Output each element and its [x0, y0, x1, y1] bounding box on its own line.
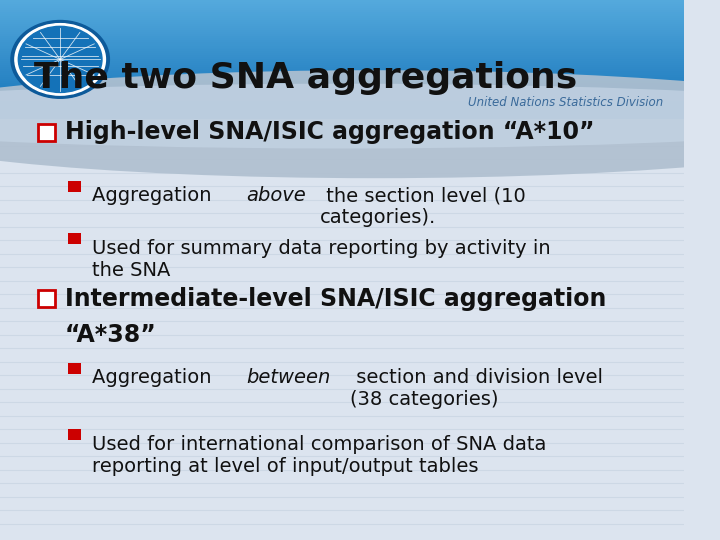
Ellipse shape: [0, 84, 720, 148]
Circle shape: [18, 26, 102, 92]
Bar: [68, 181, 81, 192]
Bar: [68, 429, 81, 440]
Bar: [0, 0, 683, 2]
Bar: [0, 79, 683, 81]
Bar: [0, 97, 683, 99]
Bar: [0, 59, 683, 62]
Ellipse shape: [0, 70, 720, 178]
Bar: [0, 68, 683, 69]
Text: High-level SNA/ISIC aggregation “A*10”: High-level SNA/ISIC aggregation “A*10”: [65, 120, 595, 144]
Bar: [0, 83, 683, 85]
Bar: [0, 53, 683, 56]
Circle shape: [15, 24, 105, 95]
Bar: [0, 16, 683, 18]
Bar: [0, 103, 683, 105]
Bar: [0, 111, 683, 113]
Bar: [0, 39, 683, 42]
Bar: [0, 115, 683, 117]
Bar: [0, 77, 683, 79]
Text: The two SNA aggregations: The two SNA aggregations: [34, 62, 577, 95]
Bar: [0, 44, 683, 45]
Text: Used for summary data reporting by activity in
the SNA: Used for summary data reporting by activ…: [92, 239, 551, 280]
Text: section and division level
(38 categories): section and division level (38 categorie…: [350, 368, 603, 409]
Text: Aggregation: Aggregation: [92, 368, 218, 387]
Bar: [0, 18, 683, 20]
Bar: [0, 109, 683, 111]
Bar: [0, 24, 683, 26]
Bar: [0, 8, 683, 10]
Text: “A*38”: “A*38”: [65, 323, 157, 347]
Bar: [0, 91, 683, 93]
Bar: [0, 51, 683, 53]
Bar: [0, 57, 683, 59]
Bar: [0, 4, 683, 6]
Bar: [0, 95, 683, 97]
Bar: [0, 10, 683, 12]
Bar: [0, 6, 683, 8]
Bar: [0, 20, 683, 22]
Bar: [0, 50, 683, 51]
Bar: [0, 45, 683, 48]
Bar: [0, 28, 683, 30]
Bar: [0, 32, 683, 33]
Bar: [68, 363, 81, 374]
Bar: [0, 81, 683, 83]
Bar: [0, 85, 683, 87]
Bar: [0, 105, 683, 107]
Bar: [0, 2, 683, 4]
Bar: [0, 42, 683, 44]
Bar: [0, 33, 683, 36]
Text: the section level (10
categories).: the section level (10 categories).: [320, 186, 526, 227]
Bar: [0, 73, 683, 75]
Bar: [0, 101, 683, 103]
Bar: [0, 69, 683, 71]
Text: Used for international comparison of SNA data
reporting at level of input/output: Used for international comparison of SNA…: [92, 435, 546, 476]
Bar: [0, 99, 683, 101]
Bar: [0, 87, 683, 89]
Bar: [0, 71, 683, 73]
Text: United Nations Statistics Division: United Nations Statistics Division: [468, 96, 663, 109]
Bar: [0, 14, 683, 16]
Bar: [0, 12, 683, 14]
Bar: [0, 107, 683, 109]
Bar: [0, 38, 683, 39]
Bar: [0, 65, 683, 68]
Text: Intermediate-level SNA/ISIC aggregation: Intermediate-level SNA/ISIC aggregation: [65, 287, 606, 310]
Bar: [0, 113, 683, 115]
Bar: [0, 63, 683, 65]
Bar: [37, 290, 55, 307]
Bar: [0, 75, 683, 77]
Bar: [0, 62, 683, 63]
Bar: [0, 89, 683, 91]
Text: between: between: [246, 368, 330, 387]
Bar: [0, 30, 683, 32]
Circle shape: [11, 21, 109, 98]
Bar: [0, 48, 683, 50]
Bar: [0, 56, 683, 57]
Bar: [68, 233, 81, 244]
Bar: [0, 117, 683, 119]
Text: Aggregation: Aggregation: [92, 186, 218, 205]
Bar: [37, 124, 55, 141]
Text: above: above: [246, 186, 306, 205]
Bar: [0, 36, 683, 38]
Bar: [0, 26, 683, 28]
Bar: [0, 93, 683, 95]
Bar: [0, 22, 683, 24]
